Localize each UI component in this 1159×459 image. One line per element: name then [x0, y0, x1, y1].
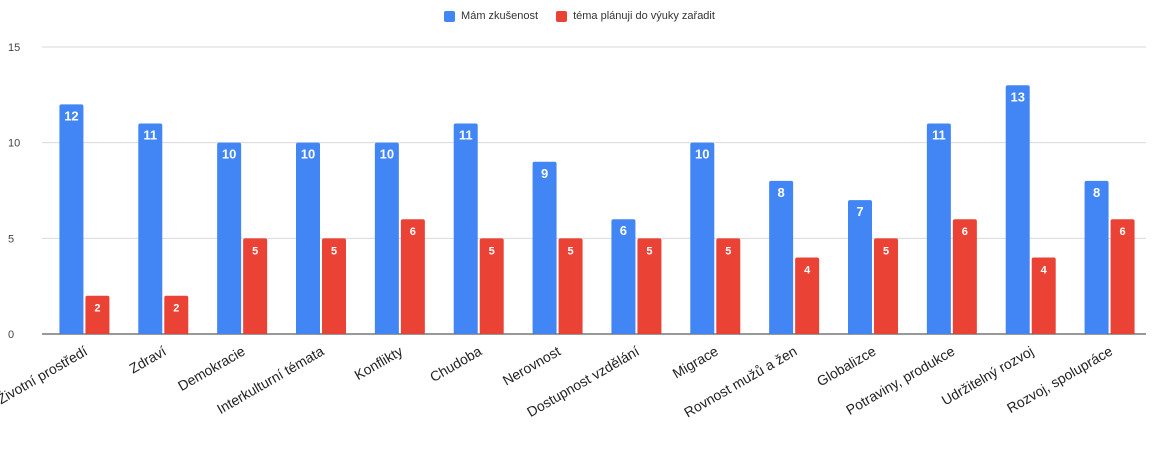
legend: Mám zkušenost téma plánuji do výuky zařa…: [0, 10, 1159, 22]
bar: [637, 238, 662, 334]
legend-label: téma plánuji do výuky zařadit: [573, 10, 715, 22]
bar: [795, 257, 820, 334]
y-tick-label: 10: [8, 138, 20, 150]
bar: [874, 238, 898, 334]
data-label: 2: [173, 303, 179, 315]
data-label: 5: [568, 245, 574, 257]
bar: [400, 219, 425, 334]
bar: [322, 238, 346, 334]
data-label: 11: [932, 128, 946, 143]
data-label: 10: [301, 147, 315, 162]
data-label: 11: [143, 128, 157, 143]
y-tick-label: 5: [8, 233, 14, 245]
bar: [716, 238, 741, 334]
bar: [296, 142, 320, 334]
data-label: 5: [252, 245, 258, 257]
legend-swatch-red: [556, 10, 568, 22]
bar: [952, 219, 977, 334]
bar: [1005, 85, 1030, 335]
bar: [1084, 180, 1109, 334]
bar: [769, 180, 794, 334]
data-label: 5: [646, 245, 652, 257]
x-tick-label: Zdraví: [126, 343, 168, 377]
bar: [217, 142, 242, 334]
data-label: 5: [725, 245, 731, 257]
data-label: 5: [489, 245, 495, 257]
data-label: 9: [541, 166, 548, 181]
data-label: 8: [1093, 185, 1100, 200]
data-label: 5: [331, 245, 337, 257]
y-tick-label: 15: [8, 42, 20, 54]
x-tick-label: Nerovnost: [500, 343, 563, 389]
x-tick-label: Konflikty: [352, 343, 406, 383]
x-tick-label: Globalizce: [814, 343, 879, 390]
legend-item-series-2[interactable]: téma plánuji do výuky zařadit: [556, 10, 715, 22]
bar: [374, 142, 399, 334]
x-tick-label: Chudoba: [427, 343, 484, 385]
bar: [479, 238, 504, 334]
data-label: 13: [1010, 89, 1024, 104]
bar: [138, 123, 163, 335]
data-label: 8: [778, 185, 785, 200]
bar: [848, 200, 872, 334]
legend-swatch-blue: [444, 10, 456, 22]
data-label: 10: [222, 147, 236, 162]
x-tick-label: Migrace: [670, 343, 721, 382]
data-label: 10: [695, 147, 709, 162]
bar: [453, 123, 478, 335]
data-label: 7: [856, 204, 863, 219]
bar: [532, 161, 557, 334]
data-label: 6: [620, 223, 627, 238]
data-label: 6: [962, 226, 968, 238]
bar: [926, 123, 951, 335]
bar: [243, 238, 268, 334]
x-tick-label: Životní prostředí: [0, 343, 90, 407]
legend-item-series-1[interactable]: Mám zkušenost: [444, 10, 538, 22]
bar: [558, 238, 583, 334]
data-label: 11: [459, 128, 473, 143]
data-label: 4: [804, 264, 811, 276]
data-label: 6: [410, 226, 416, 238]
bar: [85, 295, 110, 334]
bar: [59, 104, 84, 335]
bar: [611, 219, 636, 334]
data-label: 12: [64, 108, 78, 123]
bar: [1110, 219, 1135, 334]
y-tick-label: 0: [8, 329, 14, 341]
data-label: 6: [1120, 226, 1126, 238]
data-label: 4: [1041, 264, 1048, 276]
data-label: 2: [94, 303, 100, 315]
bar: [1031, 257, 1056, 334]
data-label: 5: [883, 245, 889, 257]
bar: [690, 142, 715, 334]
data-label: 10: [380, 147, 394, 162]
x-tick-label: Demokracie: [175, 343, 248, 394]
legend-label: Mám zkušenost: [461, 10, 539, 22]
bar: [164, 295, 189, 334]
